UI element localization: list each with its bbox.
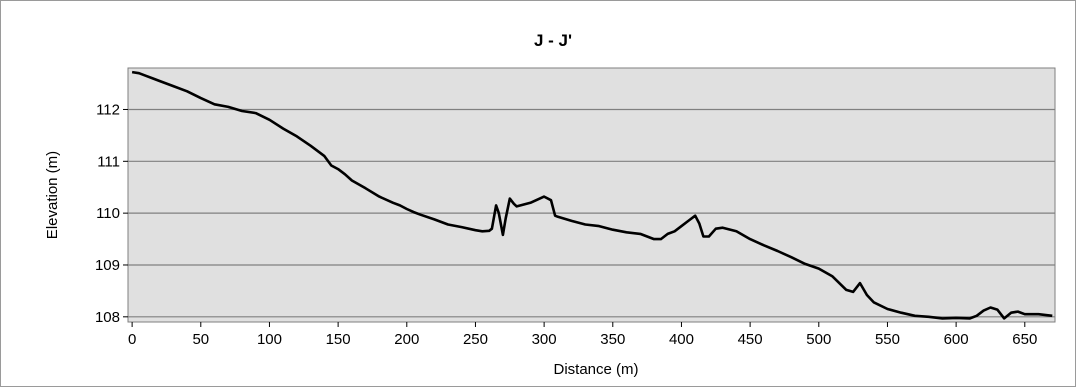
elevation-profile-line [131, 70, 1053, 320]
x-tick-label: 100 [257, 331, 282, 348]
x-tick-label: 650 [1012, 331, 1037, 348]
y-tick-label: 108 [95, 309, 120, 326]
x-tick-label: 50 [192, 331, 209, 348]
x-tick-label: 250 [463, 331, 488, 348]
y-axis-label: Elevation (m) [44, 151, 61, 239]
x-tick-label: 0 [128, 331, 136, 348]
x-tick-label: 500 [806, 331, 831, 348]
grid-lines [128, 108, 1055, 318]
x-tick-label: 450 [738, 331, 763, 348]
x-tick-label: 400 [669, 331, 694, 348]
plot-area [127, 67, 1056, 323]
x-tick-label: 300 [532, 331, 557, 348]
y-tick-label: 109 [95, 257, 120, 274]
x-tick-label: 150 [326, 331, 351, 348]
x-axis-label: Distance (m) [553, 361, 638, 378]
x-tick-label: 550 [875, 331, 900, 348]
x-tick-label: 200 [394, 331, 419, 348]
y-tick-label: 111 [97, 153, 120, 170]
chart-title: J - J' [534, 31, 572, 50]
y-tick-label: 110 [96, 205, 120, 222]
axis-ticks: 108 109 110 111 112 0 50 100 150 200 250 300 350 400 4… [95, 101, 1037, 348]
x-tick-label: 350 [600, 331, 625, 348]
y-tick-label: 112 [96, 101, 120, 118]
x-tick-label: 600 [944, 331, 969, 348]
